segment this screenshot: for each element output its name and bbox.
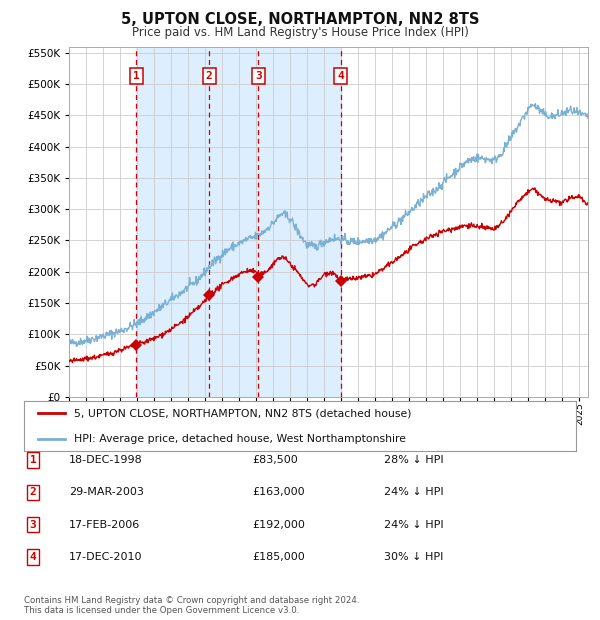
Text: 2: 2 <box>206 71 212 81</box>
Bar <box>136 46 341 397</box>
Text: 1: 1 <box>133 71 140 81</box>
Text: 28% ↓ HPI: 28% ↓ HPI <box>384 455 443 465</box>
Text: 24% ↓ HPI: 24% ↓ HPI <box>384 520 443 529</box>
Text: 30% ↓ HPI: 30% ↓ HPI <box>384 552 443 562</box>
Text: 4: 4 <box>337 71 344 81</box>
Text: 1: 1 <box>29 455 37 465</box>
Text: 3: 3 <box>29 520 37 529</box>
Text: £185,000: £185,000 <box>252 552 305 562</box>
Text: 4: 4 <box>29 552 37 562</box>
Text: 2: 2 <box>29 487 37 497</box>
Text: 3: 3 <box>255 71 262 81</box>
Text: £192,000: £192,000 <box>252 520 305 529</box>
Text: 29-MAR-2003: 29-MAR-2003 <box>69 487 144 497</box>
Text: HPI: Average price, detached house, West Northamptonshire: HPI: Average price, detached house, West… <box>74 433 406 444</box>
Text: Price paid vs. HM Land Registry's House Price Index (HPI): Price paid vs. HM Land Registry's House … <box>131 26 469 39</box>
Text: 17-FEB-2006: 17-FEB-2006 <box>69 520 140 529</box>
Text: Contains HM Land Registry data © Crown copyright and database right 2024.
This d: Contains HM Land Registry data © Crown c… <box>24 596 359 615</box>
Text: £83,500: £83,500 <box>252 455 298 465</box>
Text: 5, UPTON CLOSE, NORTHAMPTON, NN2 8TS (detached house): 5, UPTON CLOSE, NORTHAMPTON, NN2 8TS (de… <box>74 408 411 419</box>
Text: £163,000: £163,000 <box>252 487 305 497</box>
Text: 17-DEC-2010: 17-DEC-2010 <box>69 552 143 562</box>
Text: 18-DEC-1998: 18-DEC-1998 <box>69 455 143 465</box>
Text: 24% ↓ HPI: 24% ↓ HPI <box>384 487 443 497</box>
Text: 5, UPTON CLOSE, NORTHAMPTON, NN2 8TS: 5, UPTON CLOSE, NORTHAMPTON, NN2 8TS <box>121 12 479 27</box>
